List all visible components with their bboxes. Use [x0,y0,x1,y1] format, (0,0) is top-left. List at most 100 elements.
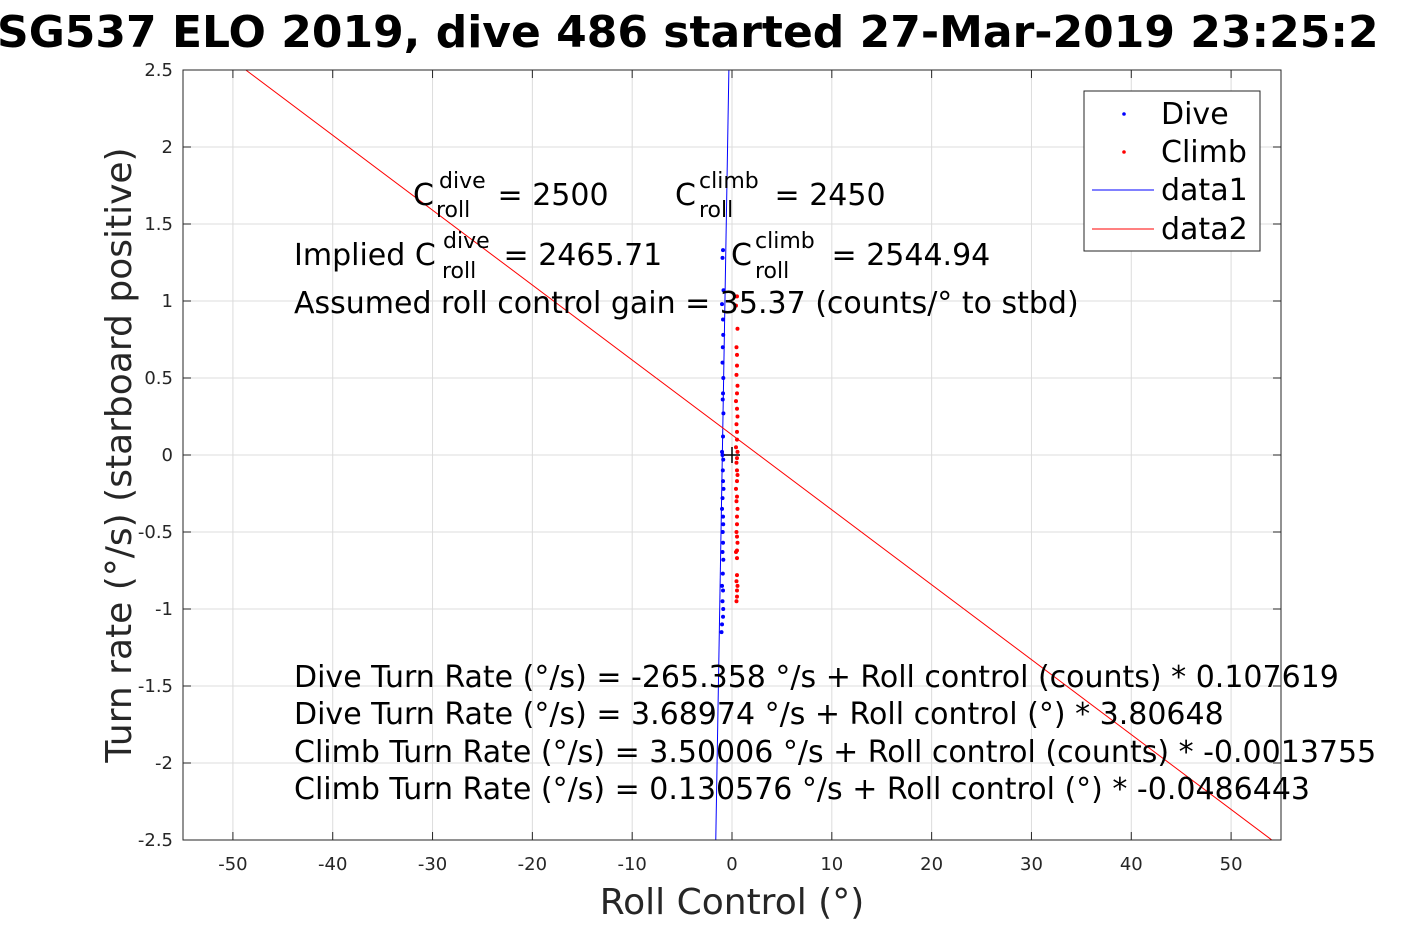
dive-point [720,360,725,365]
legend-box [1083,90,1261,252]
climb-point [734,499,739,504]
dive-point [719,630,724,635]
y-tick-label: 2.5 [144,60,173,81]
y-tick-label: -2.5 [138,830,173,851]
gain-annotation: Assumed roll control gain = 35.37 (count… [294,286,1079,321]
climb-point [734,468,739,473]
climb-point [734,406,739,411]
implied-climb-annotation: C climb roll = 2544.94 [731,229,990,284]
climb-point [734,599,739,604]
dive-point [721,332,726,337]
legend-climb-label: Climb [1161,135,1247,170]
y-tick-label: -1 [155,599,173,620]
y-tick-label: 1 [162,291,173,312]
y-tick-label: 2 [162,137,173,158]
legend-dive-label: Dive [1161,97,1229,132]
climb-point [735,414,740,419]
dive-point [721,457,726,462]
chart-title: SG537 ELO 2019, dive 486 started 27-Mar-… [0,7,1379,58]
climb-point [734,456,739,461]
dive-point [720,622,725,627]
x-tick-label: -10 [617,854,646,875]
axis-ticks: -50 -40 -30 -20 -10 0 10 20 30 40 50-2.5-2-1.5-1-0… [138,60,1281,875]
dive-point [721,540,726,545]
dive-point [721,479,726,484]
dive-point [721,557,726,562]
svg-text:C: C [675,178,696,213]
climb-point [734,494,739,499]
climb-point [733,303,738,308]
data-points [719,248,740,635]
equation-1: Dive Turn Rate (°/s) = -265.358 °/s + Ro… [294,660,1339,695]
legend-data1-label: data1 [1161,173,1248,208]
dive-point [720,255,725,260]
climb-point [734,460,739,465]
climb-point [734,372,739,377]
x-tick-label: -40 [318,854,347,875]
dive-point [721,288,726,293]
climb-point [734,363,739,368]
dive-point [720,599,725,604]
c-dive-annotation: C dive roll = 2500 [413,169,609,223]
climb-point [735,449,740,454]
climb-point [735,383,740,388]
dive-point [720,468,725,473]
climb-point [734,579,739,584]
climb-point [734,534,739,539]
svg-text:= 2465.71: = 2465.71 [494,238,662,273]
dive-point [720,345,725,350]
climb-point [734,437,739,442]
dive-point [720,506,725,511]
x-tick-label: 40 [1120,854,1143,875]
svg-text:dive: dive [439,169,486,194]
svg-text:roll: roll [699,198,733,223]
climb-point [734,345,739,350]
climb-point [735,326,740,331]
svg-text:= 2450: = 2450 [765,178,886,213]
climb-point [734,514,739,519]
legend: Dive Climb data1 data2 [1083,90,1261,252]
dive-point [721,376,726,380]
legend-climb-marker [1122,150,1126,154]
x-tick-label: 30 [1020,854,1043,875]
dive-point [720,449,725,454]
x-tick-label: -20 [518,854,547,875]
dive-point [721,391,726,396]
climb-point [735,473,740,478]
climb-point [734,429,739,434]
c-climb-annotation: C climb roll = 2450 [675,169,886,223]
svg-text:C: C [413,178,434,213]
climb-point [733,445,738,450]
climb-point [734,588,739,593]
dive-point [720,302,725,307]
svg-text:roll: roll [755,259,789,284]
climb-point [734,594,739,599]
dive-point [721,607,726,611]
climb-point [733,550,738,555]
climb-point [734,391,739,396]
svg-text:roll: roll [436,198,470,223]
y-tick-label: -2 [155,753,173,774]
climb-point [734,422,739,427]
climb-point [735,583,740,588]
climb-point [734,352,739,357]
x-tick-label: -30 [418,854,447,875]
legend-dive-marker [1122,112,1126,116]
svg-text:= 2544.94: = 2544.94 [822,238,990,273]
climb-point [734,573,739,578]
equation-2: Dive Turn Rate (°/s) = 3.68974 °/s + Rol… [294,697,1224,732]
legend-data2-label: data2 [1161,212,1248,247]
climb-point [735,540,740,545]
svg-text:climb: climb [699,169,759,194]
x-tick-label: 0 [726,854,737,875]
dive-point [720,530,725,534]
dive-point [721,317,726,322]
y-tick-label: 0 [162,445,173,466]
center-marker [724,447,740,463]
svg-text:climb: climb [755,229,815,254]
y-tick-label: -1.5 [138,676,173,697]
svg-text:= 2500: = 2500 [488,178,609,213]
climb-point [734,556,739,561]
y-axis-label: Turn rate (°/s) (starboard positive) [99,147,140,763]
